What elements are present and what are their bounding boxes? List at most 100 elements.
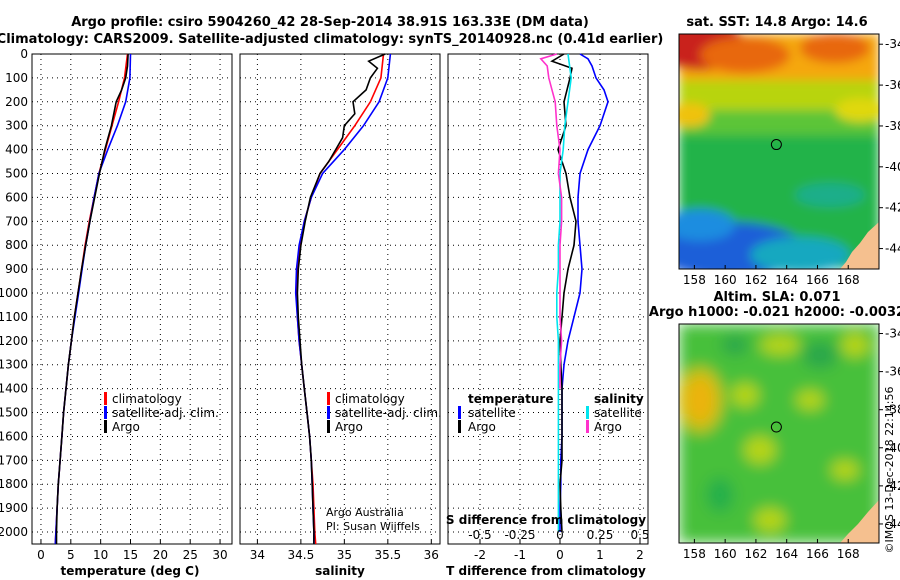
sst-field — [679, 34, 879, 269]
map-lat-label: -38 — [885, 403, 900, 417]
map-lon-label: 158 — [683, 547, 706, 561]
map-lat-label: -38 — [885, 119, 900, 133]
legend-swatch-climatology — [104, 392, 107, 405]
legend-label-s-argo: Argo — [594, 420, 622, 434]
map-lon-label: 166 — [806, 273, 829, 287]
x-tick-label: 0 — [37, 548, 45, 562]
depth-tick-label: 1000 — [0, 286, 28, 300]
argo-position-marker — [770, 421, 782, 433]
temperature-xlabel: temperature (deg C) — [61, 564, 200, 578]
map-lon-label: 168 — [837, 273, 860, 287]
depth-tick-label: 200 — [5, 95, 28, 109]
salinity-xlabel: salinity — [315, 564, 365, 578]
x-tick-label: 25 — [183, 548, 198, 562]
sst-map-panel: sat. SST: 14.8 Argo: 14.6 158 160 162 164 — [678, 15, 900, 287]
depth-tick-label: 900 — [5, 262, 28, 276]
t-difference-xlabel: T difference from climatology — [446, 564, 646, 578]
depth-tick-label: 0 — [20, 47, 28, 61]
legend-swatch-climatology — [327, 392, 330, 405]
figure-title-line2: Climatology: CARS2009. Satellite-adjuste… — [0, 32, 663, 47]
series-line-argo — [296, 53, 386, 544]
legend-label-t-argo: Argo — [468, 420, 496, 434]
sla-land — [840, 500, 879, 543]
map-lat-label: -40 — [885, 160, 900, 174]
difference-legend-salinity: salinity satellite Argo — [586, 392, 644, 434]
difference-panel: -2 -1 0 1 2 -0.5 -0.25 0 0.25 0.5 S difference f… — [446, 53, 650, 578]
legend-swatch-satellite — [104, 406, 107, 419]
sla-field — [679, 324, 879, 543]
depth-tick-label: 1800 — [0, 477, 28, 491]
salinity-panel: 34 34.5 35 35.5 36 salinity climatology sate… — [239, 53, 442, 578]
credit-argo-australia: Argo Australia — [326, 506, 404, 519]
map-lat-label: -40 — [885, 441, 900, 455]
series-line-t-argo — [550, 53, 577, 533]
map-lon-label: 160 — [714, 547, 737, 561]
temperature-legend: climatology satellite-adj. clim. Argo — [104, 392, 219, 434]
map-lon-label: 164 — [775, 273, 798, 287]
series-line-s-argo — [539, 53, 563, 389]
map-lon-label: 162 — [744, 273, 767, 287]
map-lat-label: -34 — [885, 327, 900, 341]
map-lon-label: 168 — [837, 547, 860, 561]
depth-tick-label: 1400 — [0, 382, 28, 396]
sst-land — [840, 222, 879, 269]
legend-label-satellite: satellite-adj. clim. — [112, 406, 219, 420]
x-tick-label: 15 — [123, 548, 138, 562]
legend-label-argo: Argo — [112, 420, 140, 434]
legend-swatch-t-satellite — [458, 406, 461, 419]
s-difference-label: S difference from climatology — [446, 513, 646, 527]
x-tick-label: 34.5 — [288, 548, 315, 562]
x-tick-label: 35 — [337, 548, 352, 562]
legend-label-argo: Argo — [335, 420, 363, 434]
x-tick-label: -1 — [514, 548, 526, 562]
s-tick-label: 0 — [556, 528, 564, 542]
legend-swatch-satellite — [327, 406, 330, 419]
map-lat-label: -34 — [885, 37, 900, 51]
depth-tick-label: 1700 — [0, 453, 28, 467]
legend-swatch-argo — [104, 420, 107, 433]
map-lon-label: 160 — [714, 273, 737, 287]
x-tick-label: 34 — [250, 548, 265, 562]
salinity-frame — [239, 53, 441, 545]
legend-swatch-s-argo — [586, 420, 589, 433]
s-tick-label: -0.25 — [504, 528, 535, 542]
x-tick-label: 1 — [596, 548, 604, 562]
map-lon-label: 162 — [744, 547, 767, 561]
depth-tick-label: 400 — [5, 143, 28, 157]
s-tick-label: 0.5 — [630, 528, 649, 542]
map-lat-label: -36 — [885, 365, 900, 379]
depth-tick-label: 1300 — [0, 358, 28, 372]
temperature-panel: 0100200300400500600700800900100011001200… — [0, 47, 233, 578]
difference-frame — [447, 53, 649, 545]
legend-label-satellite: satellite-adj. clim. — [335, 406, 442, 420]
figure-title-line1: Argo profile: csiro 5904260_42 28-Sep-20… — [71, 15, 589, 30]
argo-position-marker — [770, 139, 782, 151]
map-lon-label: 158 — [683, 273, 706, 287]
x-tick-label: 0 — [556, 548, 564, 562]
depth-tick-label: 2000 — [0, 525, 28, 539]
depth-tick-label: 800 — [5, 238, 28, 252]
depth-tick-label: 1200 — [0, 334, 28, 348]
x-tick-label: 30 — [212, 548, 227, 562]
x-tick-label: -2 — [474, 548, 486, 562]
sla-map-panel: Altim. SLA: 0.071 Argo h1000: -0.021 h20… — [649, 290, 900, 561]
depth-tick-label: 100 — [5, 71, 28, 85]
legend-swatch-t-argo — [458, 420, 461, 433]
x-tick-label: 20 — [153, 548, 168, 562]
s-tick-label: 0.25 — [587, 528, 614, 542]
salinity-legend: climatology satellite-adj. clim. Argo — [327, 392, 442, 434]
map-lon-label: 166 — [806, 547, 829, 561]
map-lat-label: -36 — [885, 78, 900, 92]
depth-tick-label: 600 — [5, 190, 28, 204]
legend-swatch-argo — [327, 420, 330, 433]
depth-tick-label: 1600 — [0, 429, 28, 443]
depth-tick-label: 1500 — [0, 406, 28, 420]
map-lat-label: -42 — [885, 479, 900, 493]
legend-label-t-satellite: satellite — [468, 406, 516, 420]
series-line-s-satellite — [555, 53, 573, 532]
sla-map-subtitle: Argo h1000: -0.021 h2000: -0.0032 — [649, 305, 900, 320]
credit-pi: PI: Susan Wijffels — [326, 520, 420, 533]
map-lon-label: 164 — [775, 547, 798, 561]
x-tick-label: 36 — [424, 548, 439, 562]
